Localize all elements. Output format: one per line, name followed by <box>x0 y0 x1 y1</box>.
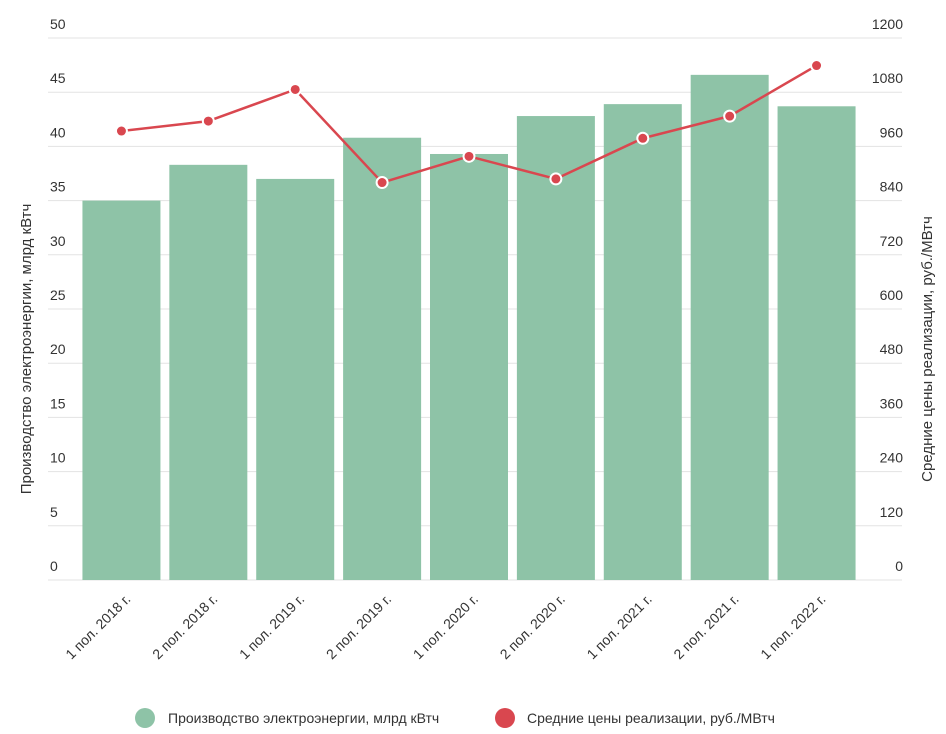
price-point[interactable] <box>462 149 476 163</box>
x-tick-label: 1 пол. 2020 г. <box>410 591 481 662</box>
right-axis-title: Средние цены реализации, руб./МВтч <box>919 216 936 482</box>
right-tick-label: 120 <box>880 504 904 520</box>
legend-marker-price <box>495 708 515 728</box>
price-point[interactable] <box>375 176 389 190</box>
x-tick-label: 1 пол. 2018 г. <box>62 591 133 662</box>
x-tick-label: 1 пол. 2021 г. <box>583 591 654 662</box>
left-tick-label: 20 <box>50 341 66 357</box>
left-tick-label: 15 <box>50 395 66 411</box>
x-tick-label: 2 пол. 2021 г. <box>670 591 741 662</box>
bar-series <box>82 74 856 581</box>
right-tick-label: 720 <box>880 233 904 249</box>
bar[interactable] <box>603 104 682 581</box>
left-tick-label: 45 <box>50 70 66 86</box>
bar[interactable] <box>690 74 769 580</box>
right-tick-label: 480 <box>880 341 904 357</box>
bar[interactable] <box>343 137 422 580</box>
left-tick-label: 35 <box>50 179 66 195</box>
x-tick-label: 2 пол. 2019 г. <box>323 591 394 662</box>
price-point[interactable] <box>810 59 824 73</box>
x-tick-label: 1 пол. 2022 г. <box>757 591 828 662</box>
right-axis-ticks: 0 120 240 360 480 600 720 840 960 1080 1200 <box>872 16 903 574</box>
left-tick-label: 50 <box>50 16 66 32</box>
bar[interactable] <box>169 164 248 580</box>
legend-label-price: Средние цены реализации, руб./МВтч <box>527 710 775 726</box>
price-point[interactable] <box>288 82 302 96</box>
bar[interactable] <box>430 153 508 580</box>
legend-marker-production <box>135 708 155 728</box>
price-point[interactable] <box>549 172 563 186</box>
legend-item-production[interactable]: Производство электроэнергии, млрд кВтч <box>135 708 439 728</box>
left-tick-label: 30 <box>50 233 66 249</box>
bar[interactable] <box>777 106 856 581</box>
bar[interactable] <box>256 178 335 581</box>
right-tick-label: 600 <box>880 287 904 303</box>
price-point[interactable] <box>114 124 128 138</box>
right-tick-label: 0 <box>895 558 903 574</box>
left-tick-label: 40 <box>50 124 66 140</box>
right-tick-label: 1200 <box>872 16 903 32</box>
right-tick-label: 360 <box>880 395 904 411</box>
right-tick-label: 1080 <box>872 70 903 86</box>
x-tick-label: 2 пол. 2018 г. <box>149 591 220 662</box>
price-point[interactable] <box>723 109 737 123</box>
legend-label-production: Производство электроэнергии, млрд кВтч <box>168 710 439 726</box>
price-point[interactable] <box>201 114 215 128</box>
left-tick-label: 10 <box>50 450 66 466</box>
left-tick-label: 25 <box>50 287 66 303</box>
left-axis-ticks: 0 5 10 15 20 25 30 35 40 45 50 <box>50 16 66 574</box>
bar[interactable] <box>82 200 161 580</box>
right-tick-label: 840 <box>880 179 904 195</box>
bar[interactable] <box>516 116 595 580</box>
right-tick-label: 240 <box>880 450 904 466</box>
x-axis-labels: 1 пол. 2018 г. 2 пол. 2018 г. 1 пол. 2019 … <box>62 591 829 662</box>
left-tick-label: 0 <box>50 558 58 574</box>
legend-item-price[interactable]: Средние цены реализации, руб./МВтч <box>495 708 775 728</box>
price-point[interactable] <box>636 131 650 145</box>
right-tick-label: 960 <box>880 124 904 140</box>
x-tick-label: 1 пол. 2019 г. <box>236 591 307 662</box>
left-tick-label: 5 <box>50 504 58 520</box>
legend: Производство электроэнергии, млрд кВтч С… <box>135 708 775 728</box>
x-tick-label: 2 пол. 2020 г. <box>497 591 568 662</box>
left-axis-title: Производство электроэнергии, млрд кВтч <box>18 204 35 495</box>
line-series <box>114 59 824 190</box>
